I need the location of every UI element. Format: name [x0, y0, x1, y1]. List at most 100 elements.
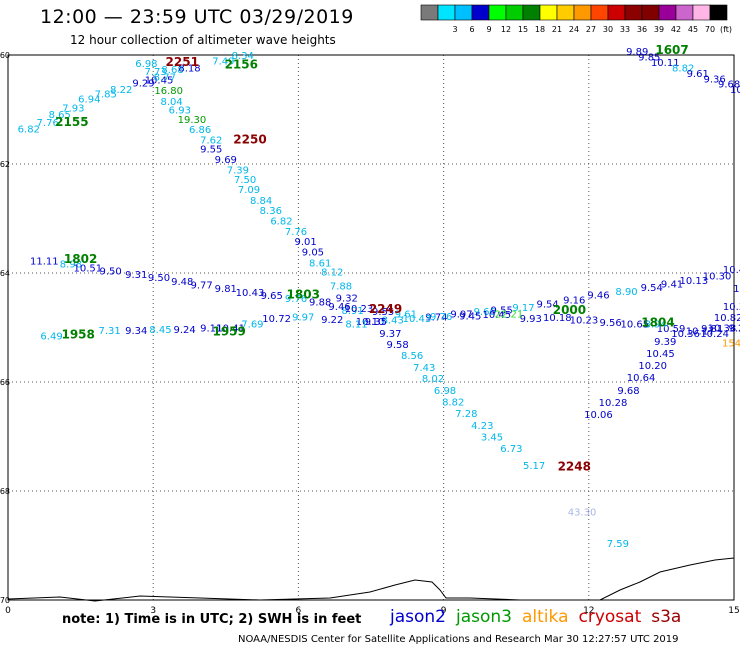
wave-height-value: 10.38 — [708, 323, 737, 334]
wave-height-value: 10.23 — [570, 316, 599, 327]
y-tick-label: 60 — [0, 51, 10, 60]
satellite-label: cryosat — [578, 607, 642, 627]
wave-height-value: 7.39 — [227, 165, 249, 176]
wave-height-value: 10.18 — [543, 313, 572, 324]
plot-border — [7, 54, 735, 601]
wave-height-value: 8.94 — [644, 320, 666, 331]
wave-height-value: 9.41 — [661, 280, 683, 291]
wave-height-value: 10.45 — [646, 349, 675, 360]
wave-height-value: 9.81 — [215, 284, 237, 295]
wave-height-value: 6.82 — [18, 124, 40, 135]
wave-height-value: 9.66 — [474, 307, 496, 318]
x-tick-label: 12 — [583, 606, 594, 616]
color-scale-legend: 3 6 9 12 15 18 21 24 27 30 33 36 39 42 45 70 (ft) — [420, 4, 732, 34]
wave-height-value: 9.76 — [285, 294, 307, 305]
wave-height-value: 9.88 — [309, 298, 331, 309]
wave-height-value: 9.65 — [261, 291, 283, 302]
wave-height-value: 8.11 — [345, 320, 367, 331]
wave-height-value: 8.77 — [154, 73, 176, 84]
wave-height-value: 10.82 — [714, 313, 740, 324]
footnote: note: 1) Time is in UTC; 2) SWH is in fe… — [62, 612, 362, 627]
wave-height-value: 6.93 — [169, 105, 191, 116]
satellite-label: jason2 — [390, 607, 446, 627]
wave-height-value: 9.54 — [641, 283, 663, 294]
wave-height-value: 9.17 — [512, 303, 534, 314]
wave-height-value: 7.69 — [241, 320, 263, 331]
wave-height-value: 8.82 — [672, 63, 694, 74]
wave-height-value: 11.11 — [30, 256, 59, 267]
legend-value: 6 — [469, 25, 474, 34]
wave-height-value: 10.45 — [145, 75, 174, 86]
wave-height-value: 10.24 — [700, 329, 729, 340]
wave-height-value: 9.37 — [379, 329, 401, 340]
pass-time-label: 1959 — [212, 325, 245, 339]
legend-value: 36 — [637, 25, 647, 34]
wave-height-value: 5.17 — [523, 461, 545, 472]
wave-height-value: 9.76 — [430, 312, 452, 323]
coastline — [7, 557, 735, 602]
wave-height-value: 9.74 — [425, 312, 447, 323]
wave-height-value: 8.36 — [260, 206, 282, 217]
legend-value: 18 — [535, 25, 545, 34]
wave-height-value: 8.68 — [161, 65, 183, 76]
y-tick-label: 64 — [0, 269, 10, 278]
wave-height-value: 9.61 — [395, 310, 417, 321]
wave-height-value: 8.65 — [49, 110, 71, 121]
satellite-label: jason3 — [456, 607, 512, 627]
wave-height-value: 10.3 — [723, 302, 740, 313]
legend-value: 12 — [501, 25, 511, 34]
wave-height-value: 8.56 — [401, 351, 423, 362]
legend-value: 21 — [552, 25, 562, 34]
x-tick-label: 3 — [150, 606, 156, 616]
wave-height-value: 9.97 — [450, 310, 472, 321]
legend-unit: (ft) — [720, 25, 732, 34]
page-subtitle: 12 hour collection of altimeter wave hei… — [70, 33, 336, 47]
wave-height-value: 10.28 — [599, 398, 628, 409]
wave-height-value: 6.98 — [135, 59, 157, 70]
wave-height-value: 9.58 — [386, 340, 408, 351]
pass-time-label: 1803 — [287, 288, 320, 302]
legend-value: 30 — [603, 25, 613, 34]
pass-time-label: 2250 — [233, 132, 266, 146]
wave-height-value: 9.68 — [718, 80, 740, 91]
wave-height-value: 10.06 — [584, 410, 613, 421]
wave-height-value: 9.35 — [365, 317, 387, 328]
wave-height-value: 9.36 — [704, 74, 726, 85]
satellite-legend: jason2 jason3 altika cryosat s3a — [390, 607, 691, 627]
chart-grid — [8, 55, 734, 600]
wave-height-value: 10.23 — [345, 304, 374, 315]
legend-value: 70 — [705, 25, 715, 34]
wave-height-value: 16.80 — [154, 86, 183, 97]
wave-height-value: 154 — [722, 339, 740, 350]
wave-height-value: 10.4 — [723, 265, 740, 276]
pass-time-label: 2249 — [369, 302, 402, 316]
wave-height-value: 10.43 — [403, 314, 432, 325]
legend-value: 45 — [688, 25, 698, 34]
legend-swatch — [709, 4, 728, 21]
wave-height-value: 10.41 — [216, 323, 245, 334]
wave-height-value: 8.45 — [149, 325, 171, 336]
wave-height-value: 7.93 — [62, 104, 84, 115]
pass-time-label: 2000 — [553, 303, 586, 317]
wave-height-value: 10.51 — [74, 263, 103, 274]
wave-height-value: 9.50 — [99, 267, 121, 278]
wave-height-value: 6.98 — [434, 386, 456, 397]
wave-height-value: 10.10 — [356, 317, 385, 328]
wave-height-value: 10.30 — [703, 272, 732, 283]
wave-height-value: 8.18 — [178, 63, 200, 74]
axis-ticks: 0 3 6 9 12 15 60 62 64 66 68 70 — [0, 51, 740, 616]
wave-height-value: 7.59 — [607, 539, 629, 550]
legend-value: 42 — [671, 25, 681, 34]
legend-value: 24 — [569, 25, 579, 34]
satellite-label: s3a — [651, 607, 682, 627]
wave-height-value: 9.22 — [321, 315, 343, 326]
wave-height-value: 4.23 — [471, 421, 493, 432]
wave-height-value: 8.84 — [250, 196, 272, 207]
wave-height-value: 9.46 — [587, 291, 609, 302]
wave-height-value: 43.30 — [568, 508, 597, 519]
y-tick-label: 66 — [0, 378, 10, 387]
wave-height-value: 9.69 — [215, 155, 237, 166]
wave-height-value: 7.09 — [238, 185, 260, 196]
wave-height-value: 9.45 — [459, 311, 481, 322]
